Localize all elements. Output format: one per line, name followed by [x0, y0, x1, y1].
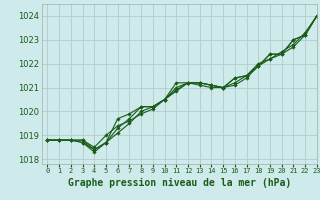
- X-axis label: Graphe pression niveau de la mer (hPa): Graphe pression niveau de la mer (hPa): [68, 178, 291, 188]
